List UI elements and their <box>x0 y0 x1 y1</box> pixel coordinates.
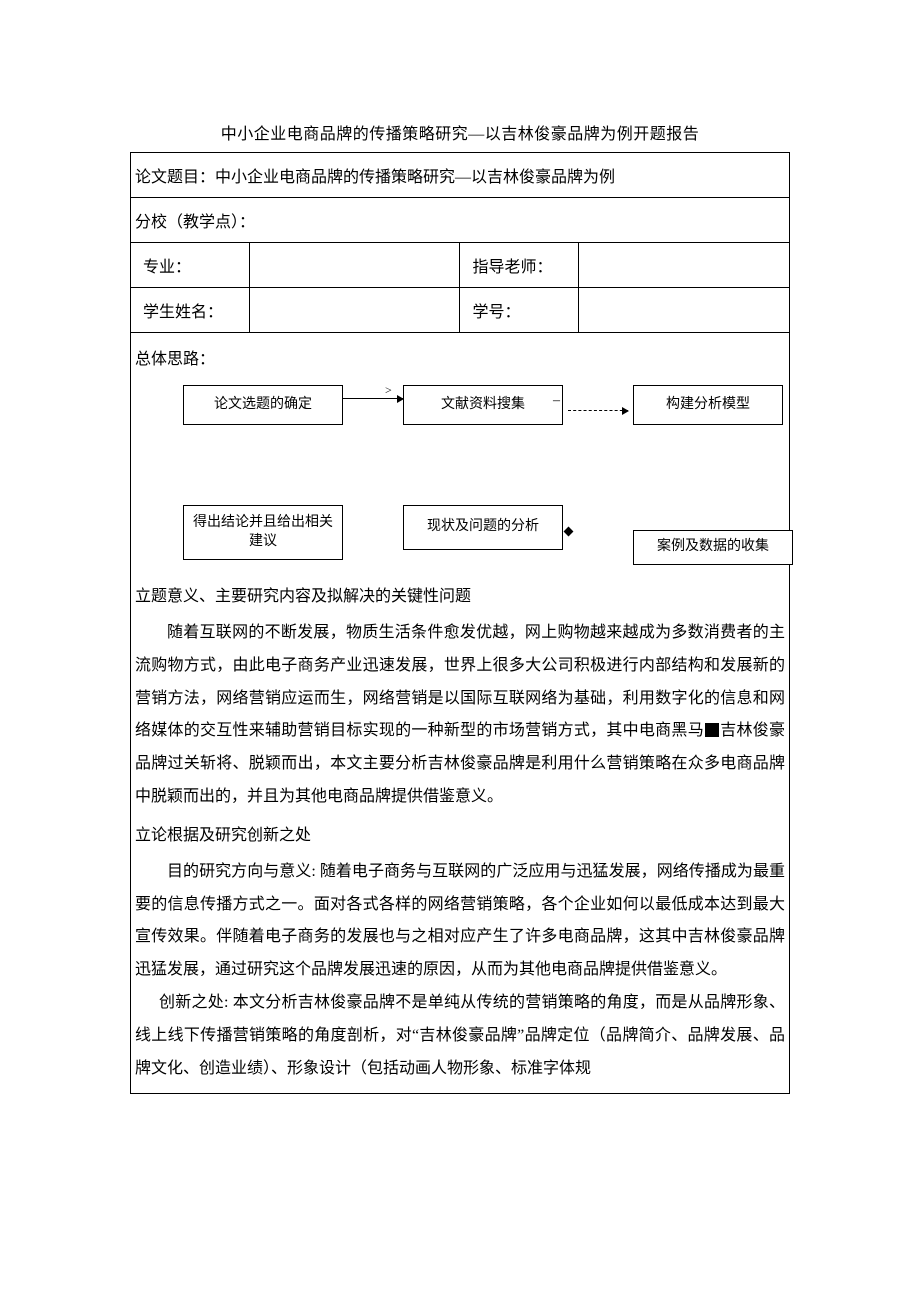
sid-value <box>578 288 789 333</box>
flow-arrow <box>343 398 403 399</box>
flow-node: 论文选题的确定 <box>183 385 343 425</box>
basis-paragraph-2: 创新之处: 本文分析吉林俊豪品牌不是单纯从传统的营销策略的角度，而是从品牌形象、… <box>135 987 785 1085</box>
form-table: 论文题目：中小企业电商品牌的传播策略研究—以吉林俊豪品牌为例 分校（教学点）： … <box>130 152 790 1094</box>
flow-arrow <box>568 410 628 411</box>
flow-node-label: 构建分析模型 <box>666 396 750 415</box>
student-label: 学生姓名： <box>131 288 249 333</box>
black-square-icon <box>705 723 719 737</box>
student-value <box>249 288 460 333</box>
flow-node-label: 论文选题的确定 <box>214 396 312 415</box>
advisor-label: 指导老师： <box>460 243 578 288</box>
flow-node-label: 得出结论并且给出相关建议 <box>190 514 336 552</box>
flow-node: 构建分析模型 <box>633 385 783 425</box>
advisor-value <box>578 243 789 288</box>
flow-node: 文献资料搜集 <box>403 385 563 425</box>
page: 中小企业电商品牌的传播策略研究—以吉林俊豪品牌为例开题报告 论文题目：中小企业电… <box>0 0 920 1194</box>
flow-node-label: 案例及数据的收集 <box>657 538 769 557</box>
document-title: 中小企业电商品牌的传播策略研究—以吉林俊豪品牌为例开题报告 <box>130 120 790 144</box>
thesis-title-row: 论文题目：中小企业电商品牌的传播策略研究—以吉林俊豪品牌为例 <box>131 153 789 198</box>
overall-heading: 总体思路： <box>135 345 787 369</box>
dash-icon: – <box>553 393 560 409</box>
info-grid: 专业： 指导老师： 学生姓名： 学号： <box>131 243 789 333</box>
flow-node-label: 文献资料搜集 <box>441 396 525 415</box>
significance-heading: 立题意义、主要研究内容及拟解决的关键性问题 <box>135 581 785 613</box>
flow-node-label: 现状及问题的分析 <box>427 518 539 537</box>
basis-paragraph-1: 目的研究方向与意义: 随着电子商务与互联网的广泛应用与迅猛发展，网络传播成为最重… <box>135 856 785 987</box>
basis-heading: 立论根据及研究创新之处 <box>135 820 785 852</box>
text-run: 随着互联网的不断发展，物质生活条件愈发优越，网上购物越来越成为多数消费者的主流购… <box>135 624 785 739</box>
campus-row: 分校（教学点）： <box>131 198 789 243</box>
arrow-head-icon: > <box>385 383 392 398</box>
content-cell: 总体思路： 论文选题的确定 文献资料搜集 构建分析模型 得出结论并且给出相关建议… <box>131 333 789 1093</box>
diamond-icon <box>564 527 574 537</box>
flow-node: 现状及问题的分析 <box>403 505 563 550</box>
major-label: 专业： <box>131 243 249 288</box>
sid-label: 学号： <box>460 288 578 333</box>
flow-node: 案例及数据的收集 <box>633 530 793 565</box>
flow-node: 得出结论并且给出相关建议 <box>183 505 343 560</box>
significance-paragraph: 随着互联网的不断发展，物质生活条件愈发优越，网上购物越来越成为多数消费者的主流购… <box>135 617 785 814</box>
major-value <box>249 243 460 288</box>
flowchart: 论文选题的确定 文献资料搜集 构建分析模型 得出结论并且给出相关建议 现状及问题… <box>133 375 787 575</box>
